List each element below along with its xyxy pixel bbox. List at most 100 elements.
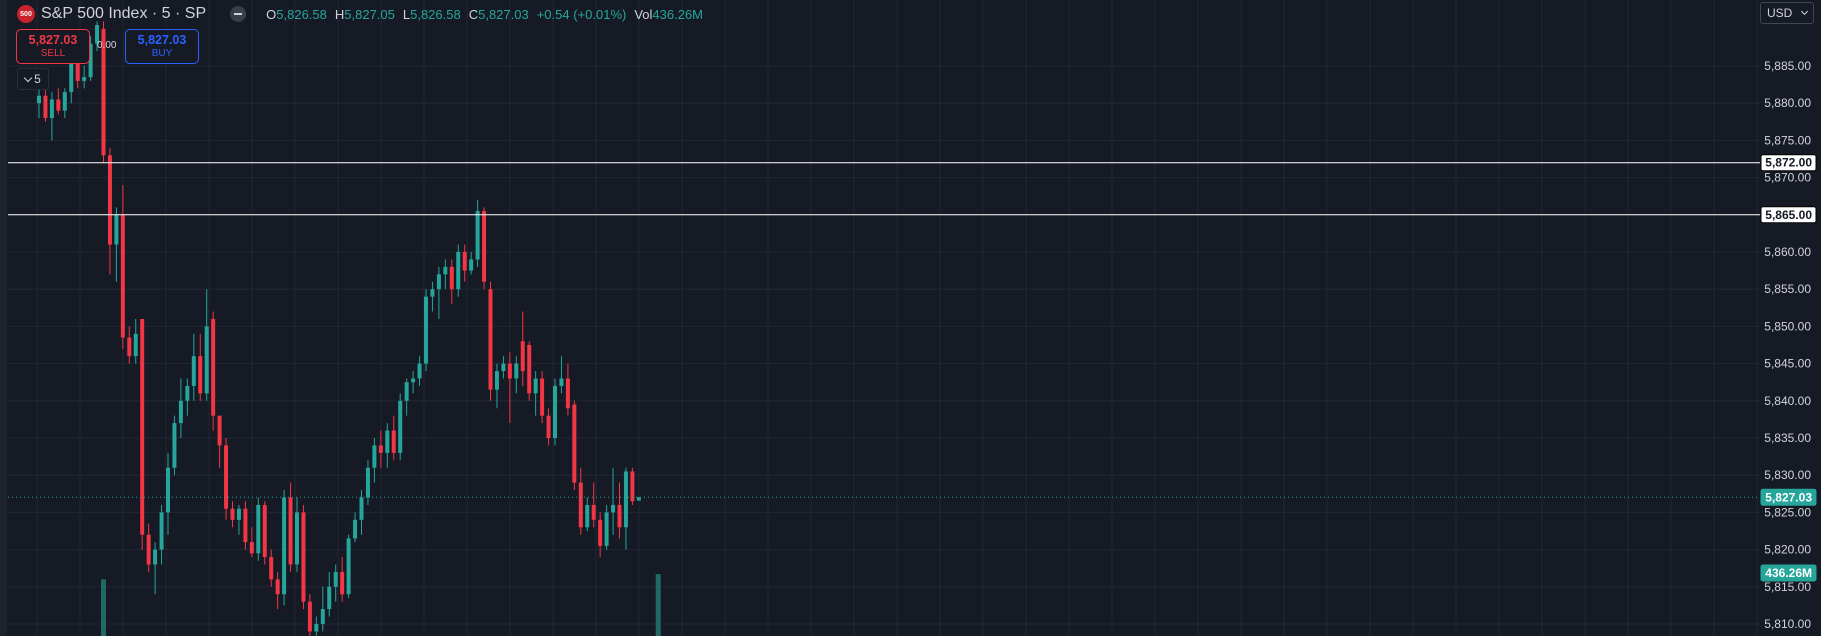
candle-body — [378, 445, 383, 453]
sell-button[interactable]: 5,827.03 SELL — [16, 29, 90, 64]
candle-body — [340, 571, 345, 595]
candle-body — [204, 326, 209, 394]
y-tick-label: 5,825.00 — [1764, 505, 1811, 519]
collapse-legend-button[interactable] — [230, 6, 247, 22]
volume-bar — [655, 574, 661, 636]
ohlc-open: O5,826.58 — [266, 6, 327, 22]
y-tick-label: 5,870.00 — [1764, 171, 1811, 185]
candle-body — [565, 378, 570, 409]
candle-body — [211, 318, 216, 416]
candle-body — [411, 378, 416, 383]
currency-label: USD — [1767, 6, 1793, 20]
candle-body — [578, 482, 583, 528]
candle-body — [301, 512, 306, 602]
price-axis-background — [1760, 0, 1821, 636]
candle-body — [288, 497, 293, 565]
candle-body — [572, 404, 577, 483]
candle-body — [585, 504, 590, 528]
candle-body — [553, 385, 557, 438]
ohlc-low: L5,826.58 — [402, 6, 461, 22]
candle-body — [546, 415, 551, 438]
candle-body — [501, 363, 506, 372]
candle-body — [604, 512, 609, 546]
candle-body — [146, 534, 151, 565]
candle-body — [107, 155, 112, 245]
candle-body — [88, 43, 93, 78]
candle-body — [404, 382, 409, 401]
candle-body — [333, 571, 338, 587]
candle-body — [417, 363, 422, 379]
candle-body — [133, 333, 138, 357]
candle-body — [456, 252, 461, 290]
ohlc-change: +0.54 (+0.01%) — [536, 6, 627, 22]
candle-body — [507, 363, 512, 379]
candle-body — [62, 92, 67, 111]
candle-body — [185, 385, 190, 401]
hline-price-label-bg — [1760, 154, 1817, 172]
candle-body — [153, 549, 158, 565]
candle-body — [540, 378, 545, 416]
candle-body — [514, 363, 519, 379]
candle-body — [623, 471, 628, 528]
y-tick-label: 5,810.00 — [1764, 617, 1811, 631]
candle-body — [462, 252, 467, 271]
candle-body — [282, 497, 287, 595]
volume-bar — [101, 579, 106, 636]
candle-body — [391, 430, 396, 453]
candle-body — [494, 371, 499, 390]
candle-body — [172, 423, 177, 468]
ohlc-volume: Vol436.26M — [634, 6, 704, 22]
buy-button[interactable]: 5,827.03 BUY — [125, 29, 199, 64]
y-tick-label: 5,845.00 — [1764, 357, 1811, 371]
interval-label: 5 — [34, 72, 41, 86]
candle-body — [114, 214, 119, 245]
candle-body — [449, 266, 454, 290]
candle-body — [598, 519, 603, 546]
sell-label: SELL — [40, 48, 66, 59]
ohlc-close: C5,827.03 — [468, 6, 529, 22]
volume-axis-label: 436.26M — [1765, 566, 1812, 580]
candle-body — [49, 99, 54, 119]
candle-body — [166, 467, 170, 513]
symbol-legend: 500 S&P 500 Index · 5 · SP O5,826.58 H5,… — [17, 4, 703, 24]
candle-body — [43, 95, 48, 119]
y-tick-label: 5,860.00 — [1764, 245, 1811, 259]
symbol-title[interactable]: S&P 500 Index · 5 · SP — [41, 5, 207, 22]
y-tick-label: 5,880.00 — [1764, 96, 1811, 110]
y-tick-label: 5,830.00 — [1764, 468, 1811, 482]
candle-body — [443, 266, 448, 275]
y-tick-label: 5,820.00 — [1764, 543, 1811, 557]
candle-body — [140, 318, 145, 535]
candle-body — [533, 378, 538, 394]
candle-body — [243, 508, 248, 543]
candle-body — [630, 471, 635, 502]
candle-body — [353, 519, 358, 539]
currency-select[interactable]: USD — [1760, 2, 1814, 24]
candle-body — [295, 512, 299, 565]
sell-price: 5,827.03 — [28, 33, 78, 47]
y-tick-label: 5,815.00 — [1764, 580, 1811, 594]
candle-body — [159, 512, 164, 550]
candle-body — [275, 579, 280, 595]
candle-body — [230, 508, 235, 520]
y-tick-label: 5,855.00 — [1764, 282, 1811, 296]
candle-body — [617, 504, 622, 528]
candle-body — [520, 341, 525, 372]
buy-price: 5,827.03 — [137, 33, 187, 47]
candle-body — [320, 609, 325, 624]
left-toolbar-strip — [0, 0, 7, 636]
last-price-label: 5,827.03 — [1765, 490, 1812, 504]
chevron-down-icon — [23, 73, 33, 82]
candle-body — [591, 504, 596, 520]
candle-body — [482, 211, 487, 282]
candle-body — [127, 337, 132, 357]
candle-body — [82, 77, 87, 81]
interval-toggle-button[interactable]: 5 — [17, 68, 49, 90]
y-tick-label: 5,835.00 — [1764, 431, 1811, 445]
symbol-logo[interactable]: 500 — [17, 5, 35, 23]
candle-body — [120, 214, 125, 338]
candle-body — [436, 274, 441, 290]
candle-body — [475, 211, 480, 260]
